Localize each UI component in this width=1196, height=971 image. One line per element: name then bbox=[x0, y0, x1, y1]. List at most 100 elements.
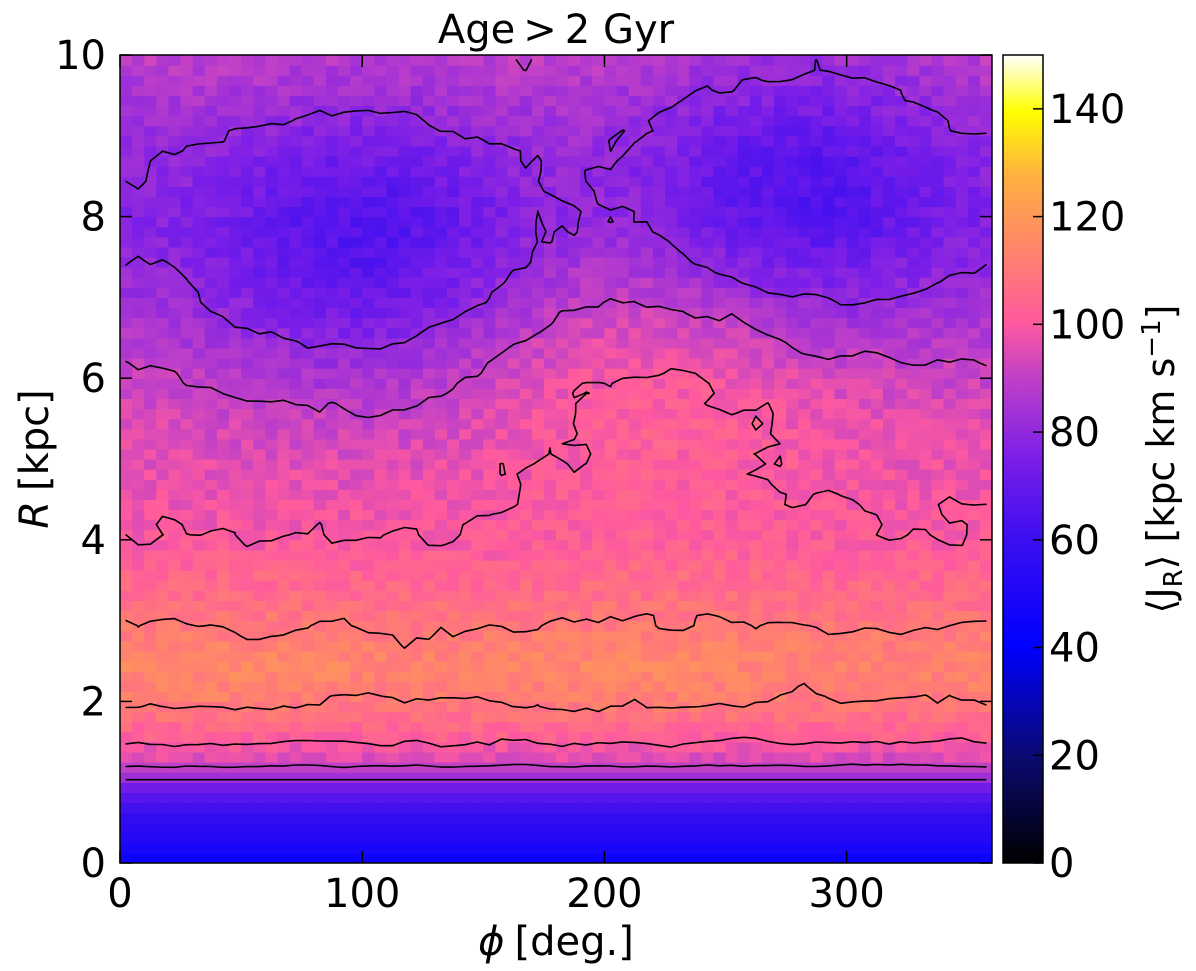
heatmap-cell bbox=[531, 196, 545, 208]
heatmap-cell bbox=[156, 438, 170, 450]
heatmap-cell bbox=[786, 751, 799, 763]
heatmap-cell bbox=[325, 267, 339, 278]
heatmap-cell bbox=[229, 448, 242, 460]
heatmap-cell bbox=[822, 650, 836, 662]
heatmap-cell bbox=[289, 842, 303, 854]
heatmap-cell bbox=[774, 347, 787, 359]
heatmap-cell bbox=[931, 317, 945, 329]
heatmap-cell bbox=[495, 196, 509, 208]
heatmap-cell bbox=[483, 691, 497, 702]
heatmap-cell bbox=[289, 620, 303, 632]
heatmap-cell bbox=[580, 701, 593, 713]
heatmap-cell bbox=[761, 549, 775, 561]
heatmap-cell bbox=[459, 842, 472, 854]
heatmap-cell bbox=[301, 428, 315, 440]
heatmap-cell bbox=[556, 469, 569, 480]
heatmap-cell bbox=[471, 257, 484, 268]
heatmap-cell bbox=[737, 539, 751, 551]
heatmap-cell bbox=[943, 499, 957, 511]
heatmap-cell bbox=[652, 368, 666, 379]
heatmap-cell bbox=[156, 408, 170, 420]
heatmap-cell bbox=[967, 287, 981, 298]
heatmap-cell bbox=[689, 166, 702, 177]
heatmap-cell bbox=[640, 580, 654, 591]
heatmap-cell bbox=[713, 358, 727, 369]
heatmap-cell bbox=[338, 640, 351, 652]
heatmap-cell bbox=[652, 782, 666, 793]
heatmap-cell bbox=[374, 751, 388, 763]
heatmap-cell bbox=[483, 469, 497, 480]
heatmap-cell bbox=[810, 590, 824, 601]
heatmap-cell bbox=[883, 166, 896, 177]
heatmap-cell bbox=[943, 226, 957, 238]
heatmap-cell bbox=[144, 428, 157, 440]
heatmap-cell bbox=[907, 782, 920, 793]
heatmap-cell bbox=[132, 570, 145, 581]
heatmap-cell bbox=[301, 448, 315, 460]
heatmap-cell bbox=[410, 236, 424, 248]
heatmap-cell bbox=[495, 671, 509, 682]
heatmap-cell bbox=[180, 327, 194, 339]
heatmap-cell bbox=[519, 448, 533, 460]
heatmap-cell bbox=[301, 691, 315, 702]
heatmap-cell bbox=[883, 681, 896, 692]
heatmap-cell bbox=[180, 630, 194, 642]
heatmap-cell bbox=[519, 842, 533, 854]
heatmap-cell bbox=[822, 317, 836, 329]
heatmap-cell bbox=[398, 327, 412, 339]
heatmap-cell bbox=[616, 802, 630, 814]
heatmap-cell bbox=[362, 176, 375, 187]
heatmap-cell bbox=[677, 166, 690, 177]
heatmap-cell bbox=[144, 600, 157, 612]
heatmap-cell bbox=[447, 438, 460, 450]
heatmap-cell bbox=[483, 307, 497, 319]
heatmap-cell bbox=[834, 479, 848, 490]
heatmap-cell bbox=[931, 216, 945, 228]
heatmap-cell bbox=[810, 661, 824, 672]
heatmap-cell bbox=[568, 236, 581, 248]
heatmap-cell bbox=[374, 489, 388, 500]
heatmap-cell bbox=[204, 509, 218, 521]
heatmap-cell bbox=[144, 590, 157, 601]
heatmap-cell bbox=[519, 691, 533, 702]
heatmap-cell bbox=[858, 852, 872, 863]
heatmap-cell bbox=[204, 489, 218, 500]
heatmap-cell bbox=[338, 650, 351, 662]
heatmap-cell bbox=[422, 580, 436, 591]
heatmap-cell bbox=[858, 337, 872, 349]
heatmap-cell bbox=[265, 580, 279, 591]
heatmap-cell bbox=[132, 812, 145, 824]
heatmap-cell bbox=[677, 812, 690, 824]
heatmap-cell bbox=[410, 610, 424, 622]
heatmap-cell bbox=[253, 539, 266, 551]
heatmap-cell bbox=[398, 216, 412, 228]
heatmap-cell bbox=[713, 661, 727, 672]
heatmap-cell bbox=[822, 741, 836, 753]
heatmap-cell bbox=[652, 206, 666, 218]
heatmap-cell bbox=[822, 428, 836, 440]
heatmap-cell bbox=[640, 762, 654, 773]
heatmap-cell bbox=[592, 216, 606, 228]
heatmap-cell bbox=[338, 358, 351, 369]
heatmap-cell bbox=[725, 287, 739, 298]
heatmap-cell bbox=[132, 590, 145, 601]
heatmap-cell bbox=[277, 347, 291, 359]
heatmap-cell bbox=[761, 257, 775, 268]
heatmap-cell bbox=[895, 307, 908, 319]
heatmap-cell bbox=[362, 661, 375, 672]
heatmap-cell bbox=[870, 206, 884, 218]
heatmap-cell bbox=[313, 489, 327, 500]
heatmap-cell bbox=[725, 358, 739, 369]
heatmap-cell bbox=[216, 650, 230, 662]
heatmap-cell bbox=[652, 822, 666, 834]
heatmap-cell bbox=[265, 741, 279, 753]
heatmap-cell bbox=[931, 832, 945, 844]
heatmap-cell bbox=[907, 257, 920, 268]
heatmap-cell bbox=[677, 772, 690, 783]
heatmap-cell bbox=[967, 317, 981, 329]
heatmap-cell bbox=[277, 782, 291, 793]
heatmap-cell bbox=[592, 600, 606, 612]
heatmap-cell bbox=[447, 347, 460, 359]
heatmap-cell bbox=[325, 691, 339, 702]
heatmap-cell bbox=[979, 317, 992, 329]
